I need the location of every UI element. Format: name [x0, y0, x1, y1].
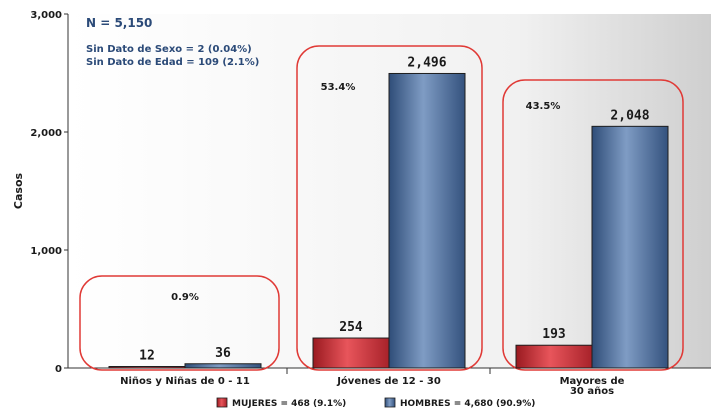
- x-category-label: Jóvenes de 12 - 30: [336, 375, 441, 387]
- legend-label-mujeres: MUJERES = 468 (9.1%): [232, 399, 346, 408]
- bar-value-label: 193: [542, 327, 565, 342]
- missing-sex-note: Sin Dato de Sexo = 2 (0.04%): [86, 44, 252, 55]
- y-tick-label: 1,000: [30, 246, 62, 257]
- bar-value-label: 36: [215, 346, 231, 361]
- group-highlight-box: [79, 275, 280, 371]
- bar-mujeres: [515, 344, 593, 369]
- bar-value-label: 254: [339, 320, 363, 335]
- x-category-label: 30 años: [570, 386, 614, 397]
- missing-age-note: Sin Dato de Edad = 109 (2.1%): [86, 57, 259, 68]
- y-tick-label: 2,000: [30, 128, 62, 139]
- x-category-label: Mayores de: [560, 376, 625, 387]
- bar-mujeres: [312, 337, 390, 369]
- bar-hombres: [388, 72, 466, 369]
- bar-mujeres: [108, 366, 186, 369]
- group-percentage: 53.4%: [321, 82, 356, 93]
- group-percentage: 0.9%: [171, 292, 199, 303]
- y-axis-label: Casos: [12, 172, 25, 209]
- bar-value-label: 2,496: [407, 55, 446, 70]
- legend-label-hombres: HOMBRES = 4,680 (90.9%): [400, 399, 535, 408]
- group-highlight-box: [296, 45, 483, 371]
- total-cases-note: N = 5,150: [86, 16, 152, 30]
- legend-swatch-hombres: [384, 397, 396, 408]
- group-percentage: 43.5%: [526, 101, 561, 112]
- legend-swatch-mujeres: [216, 397, 228, 408]
- y-tick-label: 0: [55, 364, 62, 375]
- y-tick-label: 3,000: [30, 10, 62, 21]
- x-category-label: Niños y Niñas de 0 - 11: [120, 376, 250, 387]
- bar-hombres: [184, 363, 262, 369]
- group-highlight-box: [502, 79, 684, 371]
- bar-value-label: 2,048: [610, 108, 649, 123]
- bar-value-label: 12: [139, 349, 155, 364]
- bar-hombres: [591, 125, 669, 369]
